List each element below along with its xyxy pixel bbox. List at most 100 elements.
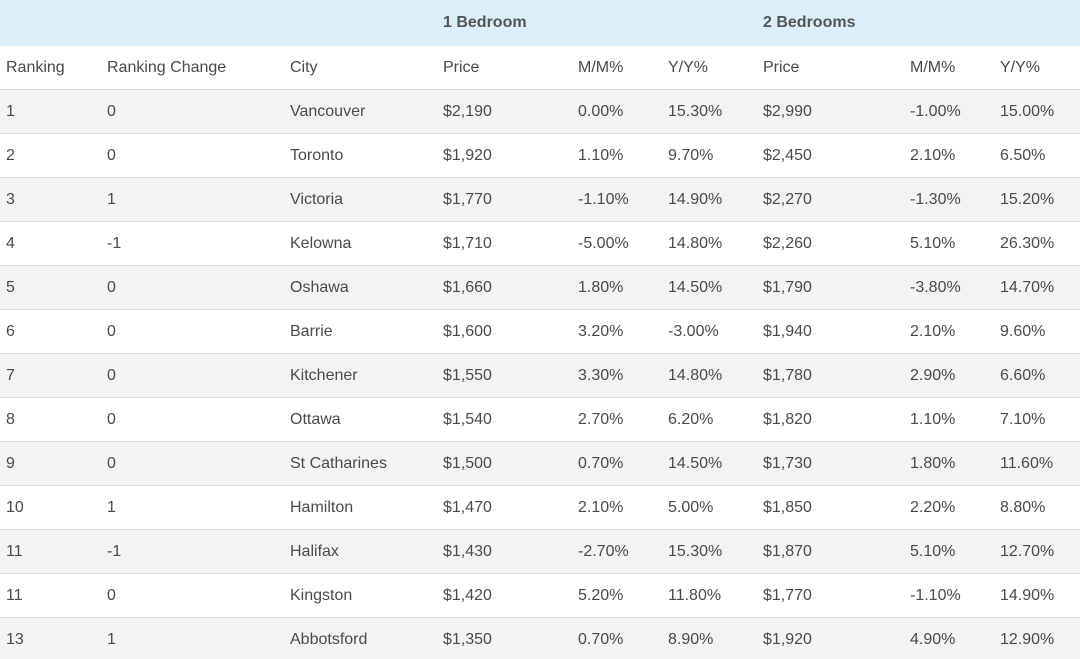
cell-1br-mm: 3.20%: [572, 309, 662, 354]
cell-2br-mm: -3.80%: [904, 265, 994, 310]
column-header-ranking[interactable]: Ranking: [0, 46, 101, 90]
cell-2br-price: $1,820: [757, 397, 904, 442]
cell-2br-mm: 2.90%: [904, 353, 994, 398]
column-header-row: Ranking Ranking Change City Price M/M% Y…: [0, 46, 1080, 90]
group-header-two-bedrooms: 2 Bedrooms: [757, 0, 1080, 46]
cell-1br-price: $1,500: [437, 441, 572, 486]
column-header-1br-price[interactable]: Price: [437, 46, 572, 90]
cell-2br-yy: 14.70%: [994, 265, 1080, 310]
cell-2br-yy: 6.50%: [994, 133, 1080, 178]
cell-ranking-change: 1: [101, 617, 284, 659]
cell-1br-yy: 15.30%: [662, 89, 757, 134]
cell-1br-yy: 15.30%: [662, 529, 757, 574]
column-header-2br-price[interactable]: Price: [757, 46, 904, 90]
cell-ranking: 11: [0, 529, 101, 574]
cell-ranking-change: 1: [101, 177, 284, 222]
cell-2br-yy: 12.90%: [994, 617, 1080, 659]
cell-2br-mm: -1.30%: [904, 177, 994, 222]
table-body: 1 0 Vancouver $2,190 0.00% 15.30% $2,990 -1.00%…: [0, 89, 1080, 659]
cell-2br-price: $2,990: [757, 89, 904, 134]
cell-2br-mm: 1.10%: [904, 397, 994, 442]
group-header-one-bedroom: 1 Bedroom: [437, 0, 757, 46]
table-row: 1 0 Vancouver $2,190 0.00% 15.30% $2,990 -1.00%…: [0, 89, 1080, 134]
column-header-2br-yy[interactable]: Y/Y%: [994, 46, 1080, 90]
cell-2br-price: $1,730: [757, 441, 904, 486]
cell-1br-yy: 8.90%: [662, 617, 757, 659]
cell-city: Barrie: [284, 309, 437, 354]
cell-2br-yy: 9.60%: [994, 309, 1080, 354]
cell-city: Victoria: [284, 177, 437, 222]
cell-1br-price: $1,550: [437, 353, 572, 398]
cell-1br-yy: 9.70%: [662, 133, 757, 178]
cell-2br-price: $2,270: [757, 177, 904, 222]
cell-ranking: 10: [0, 485, 101, 530]
cell-1br-yy: 6.20%: [662, 397, 757, 442]
table-row: 3 1 Victoria $1,770 -1.10% 14.90% $2,270 -1.30%…: [0, 177, 1080, 222]
cell-2br-price: $1,920: [757, 617, 904, 659]
cell-2br-yy: 14.90%: [994, 573, 1080, 618]
cell-ranking: 6: [0, 309, 101, 354]
cell-1br-price: $1,710: [437, 221, 572, 266]
column-header-city[interactable]: City: [284, 46, 437, 90]
cell-city: Halifax: [284, 529, 437, 574]
cell-1br-mm: 0.70%: [572, 441, 662, 486]
table-row: 11 0 Kingston $1,420 5.20% 11.80% $1,770 -1.10%…: [0, 573, 1080, 618]
cell-city: Kitchener: [284, 353, 437, 398]
cell-city: Oshawa: [284, 265, 437, 310]
table-row: 8 0 Ottawa $1,540 2.70% 6.20% $1,820 1.10% 7.10%: [0, 397, 1080, 442]
cell-ranking: 3: [0, 177, 101, 222]
cell-1br-price: $1,350: [437, 617, 572, 659]
cell-1br-mm: 2.70%: [572, 397, 662, 442]
cell-ranking: 7: [0, 353, 101, 398]
cell-1br-mm: 1.80%: [572, 265, 662, 310]
cell-1br-price: $1,920: [437, 133, 572, 178]
cell-ranking: 13: [0, 617, 101, 659]
cell-city: Hamilton: [284, 485, 437, 530]
cell-ranking-change: 0: [101, 573, 284, 618]
cell-city: St Catharines: [284, 441, 437, 486]
cell-city: Abbotsford: [284, 617, 437, 659]
table-row: 2 0 Toronto $1,920 1.10% 9.70% $2,450 2.10% 6.50…: [0, 133, 1080, 178]
cell-1br-yy: 14.80%: [662, 353, 757, 398]
table-row: 5 0 Oshawa $1,660 1.80% 14.50% $1,790 -3.80% 14.…: [0, 265, 1080, 310]
cell-2br-mm: 5.10%: [904, 221, 994, 266]
table-row: 11 -1 Halifax $1,430 -2.70% 15.30% $1,870 5.10%…: [0, 529, 1080, 574]
cell-2br-mm: -1.10%: [904, 573, 994, 618]
cell-ranking: 11: [0, 573, 101, 618]
cell-city: Toronto: [284, 133, 437, 178]
cell-2br-mm: 5.10%: [904, 529, 994, 574]
cell-2br-price: $1,790: [757, 265, 904, 310]
cell-1br-mm: -2.70%: [572, 529, 662, 574]
column-header-1br-mm[interactable]: M/M%: [572, 46, 662, 90]
column-header-ranking-change[interactable]: Ranking Change: [101, 46, 284, 90]
cell-2br-mm: 4.90%: [904, 617, 994, 659]
cell-1br-yy: 14.50%: [662, 265, 757, 310]
cell-1br-mm: -1.10%: [572, 177, 662, 222]
cell-ranking-change: -1: [101, 529, 284, 574]
cell-1br-mm: 2.10%: [572, 485, 662, 530]
cell-2br-price: $1,780: [757, 353, 904, 398]
cell-city: Kingston: [284, 573, 437, 618]
cell-1br-price: $1,420: [437, 573, 572, 618]
cell-ranking-change: 0: [101, 353, 284, 398]
cell-ranking: 2: [0, 133, 101, 178]
cell-2br-mm: 1.80%: [904, 441, 994, 486]
cell-city: Ottawa: [284, 397, 437, 442]
cell-1br-yy: 14.80%: [662, 221, 757, 266]
cell-1br-price: $1,470: [437, 485, 572, 530]
cell-1br-price: $2,190: [437, 89, 572, 134]
cell-2br-mm: 2.10%: [904, 309, 994, 354]
table-row: 6 0 Barrie $1,600 3.20% -3.00% $1,940 2.10% 9.60…: [0, 309, 1080, 354]
cell-1br-mm: 1.10%: [572, 133, 662, 178]
cell-2br-yy: 8.80%: [994, 485, 1080, 530]
cell-ranking-change: 0: [101, 441, 284, 486]
table-row: 9 0 St Catharines $1,500 0.70% 14.50% $1,730 1.…: [0, 441, 1080, 486]
table-row: 7 0 Kitchener $1,550 3.30% 14.80% $1,780 2.90% 6…: [0, 353, 1080, 398]
cell-1br-yy: 14.50%: [662, 441, 757, 486]
cell-1br-mm: -5.00%: [572, 221, 662, 266]
column-header-1br-yy[interactable]: Y/Y%: [662, 46, 757, 90]
column-header-2br-mm[interactable]: M/M%: [904, 46, 994, 90]
cell-ranking-change: 0: [101, 133, 284, 178]
cell-1br-mm: 0.70%: [572, 617, 662, 659]
